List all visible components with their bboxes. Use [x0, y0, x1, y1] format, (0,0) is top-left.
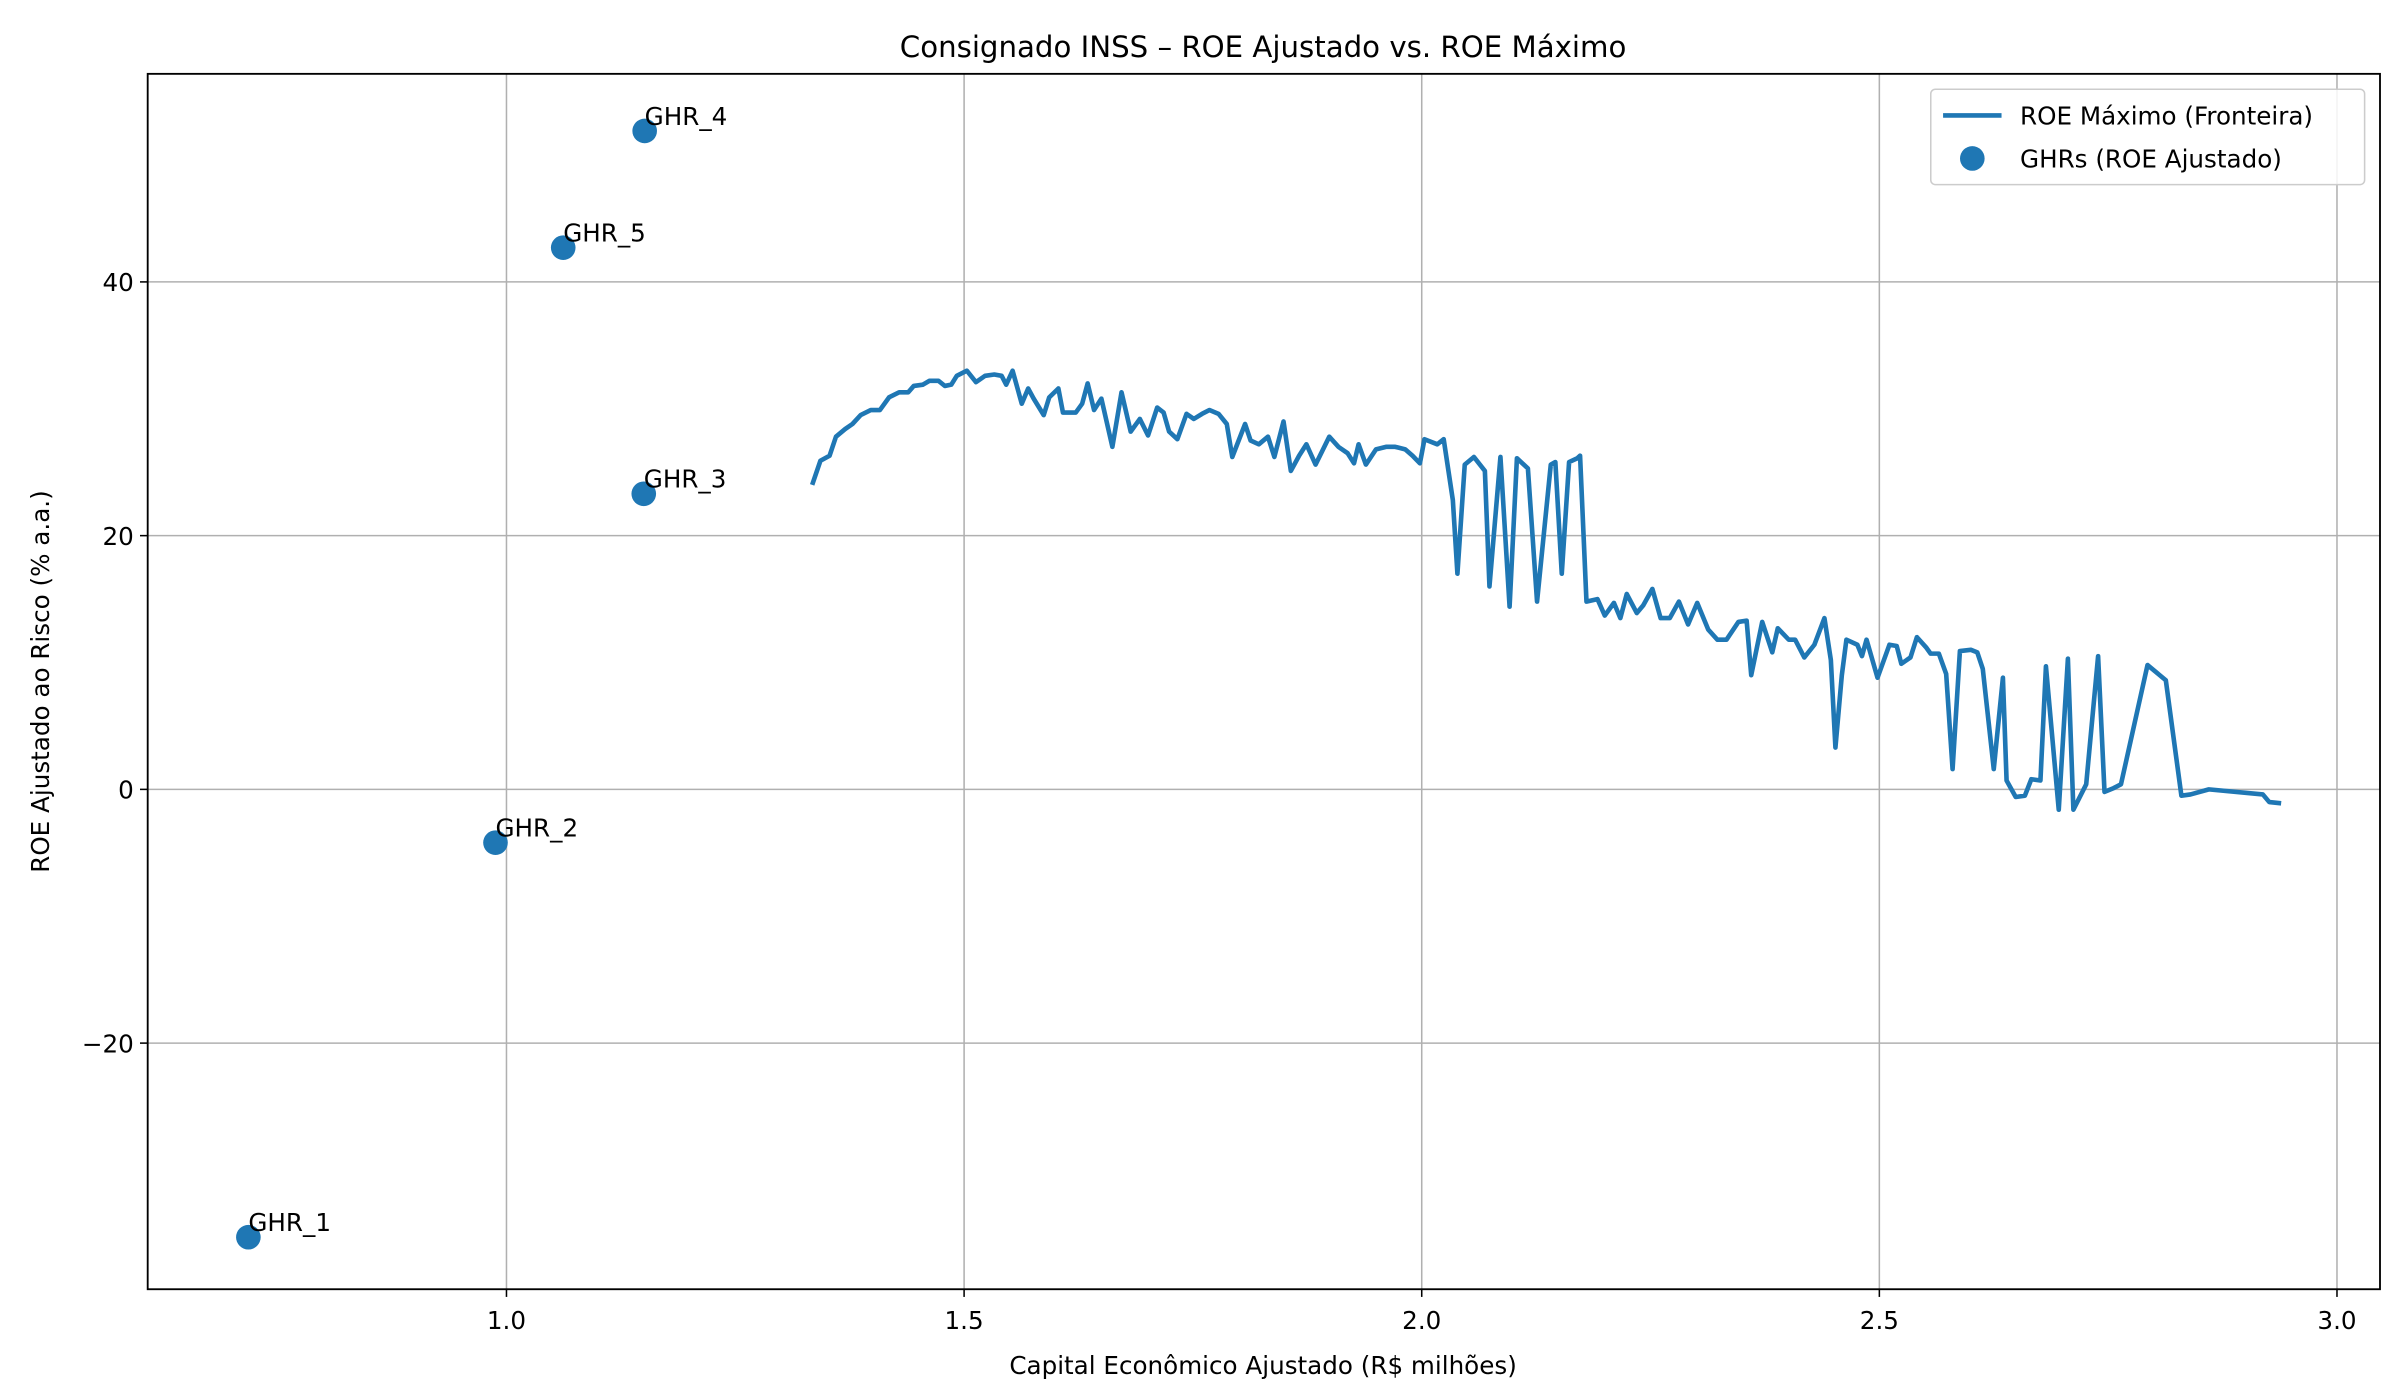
- scatter-point: [550, 235, 576, 260]
- scatter-point: [632, 118, 657, 144]
- legend-label: ROE Máximo (Fronteira): [2020, 102, 2313, 131]
- chart-title: Consignado INSS – ROE Ajustado vs. ROE M…: [900, 30, 1627, 64]
- frontier-line: [809, 368, 2282, 812]
- y-axis-label: ROE Ajustado ao Risco (% a.a.): [26, 490, 55, 873]
- x-tick-label: 1.5: [945, 1306, 984, 1335]
- scatter-point: [236, 1224, 261, 1250]
- legend-label: GHRs (ROE Ajustado): [2020, 145, 2282, 174]
- x-axis-label: Capital Econômico Ajustado (R$ milhões): [1009, 1351, 1516, 1380]
- point-label: GHR_5: [563, 218, 646, 247]
- point-label: GHR_3: [644, 465, 727, 494]
- scatter-point: [483, 830, 508, 855]
- x-tick-label: 2.0: [1402, 1306, 1441, 1335]
- point-label: GHR_4: [645, 102, 728, 131]
- legend-box: [1930, 88, 2366, 186]
- point-label: GHR_2: [495, 814, 578, 843]
- legend-swatch: [1960, 146, 1985, 171]
- x-tick-label: 2.5: [1860, 1306, 1899, 1335]
- scatter-point: [631, 481, 657, 507]
- y-tick-label: 20: [103, 522, 134, 551]
- x-tick-label: 1.0: [487, 1306, 526, 1335]
- y-tick-label: 40: [103, 268, 134, 297]
- y-tick-label: 0: [118, 776, 134, 805]
- plot-frame: [146, 72, 2381, 1291]
- y-tick-label: −20: [82, 1029, 134, 1058]
- x-tick-label: 3.0: [2317, 1306, 2356, 1335]
- point-label: GHR_1: [248, 1208, 331, 1237]
